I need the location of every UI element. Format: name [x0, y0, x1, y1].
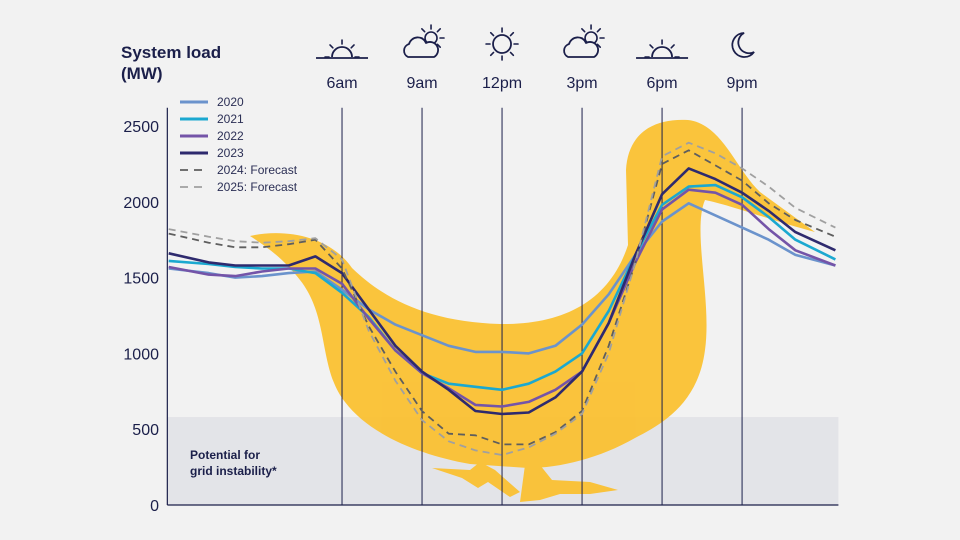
sun-circle: [492, 34, 512, 54]
y-tick-label: 2500: [123, 119, 159, 136]
instability-label-2: grid instability*: [190, 464, 277, 478]
cloud-sun-icon: [403, 24, 445, 58]
sun-ray: [649, 44, 654, 49]
series-line-2024forecast: [168, 149, 836, 446]
series-line-2020: [168, 202, 836, 355]
time-label: 9am: [406, 75, 437, 92]
sun-half: [331, 46, 353, 58]
duck-left-foot: [432, 462, 520, 497]
sunrise-icon: [316, 39, 369, 59]
moon-shape: [731, 32, 755, 58]
y-tick-label: 2000: [123, 195, 159, 212]
sun-ray: [436, 43, 442, 48]
sun-ray: [509, 51, 515, 57]
legend-label: 2023: [217, 146, 244, 160]
legend-label: 2024: Forecast: [217, 163, 298, 177]
moon-icon: [731, 32, 755, 58]
y-tick-label: 500: [132, 422, 159, 439]
sun-ray: [489, 31, 495, 37]
sun-ray: [581, 28, 586, 33]
sun-ray: [329, 44, 334, 49]
series-line-2025forecast: [168, 141, 836, 456]
legend-label: 2022: [217, 129, 244, 143]
sunset-icon: [636, 39, 689, 59]
legend-label: 2021: [217, 112, 244, 126]
time-label: 12pm: [482, 75, 522, 92]
sun-ray: [436, 28, 442, 33]
series-line-2023: [168, 167, 836, 416]
title-line-1: System load: [121, 43, 222, 62]
legend-label: 2025: Forecast: [217, 180, 298, 194]
duck-right-foot: [520, 465, 618, 502]
time-label: 6am: [326, 75, 357, 92]
duck-silhouette: [250, 119, 815, 502]
sun-ray: [421, 28, 426, 33]
sun-ray: [670, 44, 675, 49]
time-label: 3pm: [566, 75, 597, 92]
y-tick-label: 1000: [123, 346, 159, 363]
cloud-shape: [563, 36, 599, 58]
legend-label: 2020: [217, 95, 244, 109]
sun-ray: [596, 43, 602, 48]
sun-ray: [509, 31, 515, 37]
sun-ray: [596, 28, 602, 33]
instability-label-1: Potential for: [190, 448, 260, 462]
sun-half: [651, 46, 673, 58]
time-label: 9pm: [727, 75, 758, 92]
sun-icon: [485, 27, 519, 61]
y-axis-title: System load (MW): [121, 42, 221, 84]
y-tick-label: 0: [150, 498, 159, 515]
duck-body: [250, 119, 815, 469]
cloud-sun-icon: [563, 24, 605, 58]
sun-ray: [489, 51, 495, 57]
cloud-shape: [403, 36, 439, 58]
y-tick-label: 1500: [123, 271, 159, 288]
series-line-2022: [168, 188, 836, 408]
time-label: 6pm: [646, 75, 677, 92]
sun-ray: [350, 44, 355, 49]
title-line-2: (MW): [121, 64, 163, 83]
